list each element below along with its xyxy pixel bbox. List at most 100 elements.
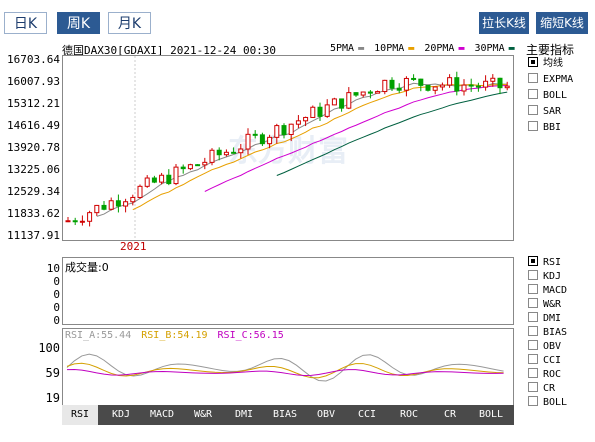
volume-label: 成交量:0: [65, 261, 109, 274]
candle-body: [317, 106, 323, 117]
volume-tick-0: 10: [46, 262, 60, 275]
sub-indicator-macd[interactable]: MACD: [528, 284, 567, 298]
candle-body: [108, 200, 114, 210]
tab-weekly-k[interactable]: 周K: [57, 12, 100, 34]
candle-body: [295, 120, 301, 125]
rsi-tick-59: 59: [45, 366, 60, 380]
candle-body: [231, 151, 237, 154]
stretch-k-button[interactable]: 拉长K线: [479, 12, 529, 34]
candle-body: [216, 149, 222, 156]
sub-indicator-roc[interactable]: ROC: [528, 368, 561, 382]
checkbox-obv[interactable]: [528, 340, 538, 350]
checkbox-cr[interactable]: [528, 382, 538, 392]
candle-body: [252, 133, 258, 136]
tab-monthly-k[interactable]: 月K: [108, 12, 151, 34]
candle-body: [72, 220, 78, 223]
checkbox-expma[interactable]: [528, 73, 538, 83]
bottom-tab-boll[interactable]: BOLL: [478, 409, 504, 420]
price-chart-svg: 东方财富: [65, 56, 510, 240]
tab-daily-k[interactable]: 日K: [4, 12, 47, 34]
checkbox-bbi[interactable]: [528, 121, 538, 131]
ma-line: [96, 82, 508, 217]
price-tick-7: 11833.62: [7, 207, 60, 220]
checkbox-bias[interactable]: [528, 326, 538, 336]
candle-body: [115, 200, 121, 207]
price-tick-5: 13225.06: [7, 163, 60, 176]
indicator-sar[interactable]: SAR: [528, 105, 561, 119]
sub-indicator-boll-label: BOLL: [543, 397, 568, 408]
checkbox-dmi[interactable]: [528, 312, 538, 322]
checkbox-macd[interactable]: [528, 284, 538, 294]
bottom-tab-dmi[interactable]: DMI: [234, 409, 254, 420]
rsi-a-label: RSI_A:55.44: [65, 330, 132, 341]
checkbox-sar[interactable]: [528, 105, 538, 115]
bottom-tab-wr[interactable]: W&R: [193, 409, 213, 420]
checkbox-boll[interactable]: [528, 89, 538, 99]
candle-body: [447, 77, 453, 86]
bottom-tab-rsi[interactable]: RSI: [62, 405, 98, 425]
sub-indicator-cci[interactable]: CCI: [528, 354, 561, 368]
bottom-tab-cr[interactable]: CR: [443, 409, 457, 420]
indicator-boll[interactable]: BOLL: [528, 89, 567, 103]
bottom-tab-obv[interactable]: OBV: [316, 409, 336, 420]
checkbox-roc[interactable]: [528, 368, 538, 378]
candle-body: [187, 164, 193, 170]
ma30-swatch: ▬: [508, 43, 515, 54]
candle-body: [79, 220, 85, 223]
bottom-tab-bias[interactable]: BIAS: [272, 409, 298, 420]
checkbox-kdj[interactable]: [528, 270, 538, 280]
checkbox-boll-sub[interactable]: [528, 396, 538, 406]
candle-body: [403, 77, 409, 91]
candle-body: [396, 87, 402, 91]
sub-indicator-boll[interactable]: BOLL: [528, 396, 567, 410]
volume-panel[interactable]: 成交量:0: [62, 257, 514, 325]
sub-indicator-dmi[interactable]: DMI: [528, 312, 561, 326]
sub-indicator-obv-label: OBV: [543, 341, 562, 352]
indicator-expma[interactable]: EXPMA: [528, 73, 573, 87]
bottom-tab-roc[interactable]: ROC: [399, 409, 419, 420]
checkbox-cci[interactable]: [528, 354, 538, 364]
candle-body: [346, 92, 352, 109]
candle-body: [123, 201, 129, 207]
candle-body: [238, 148, 244, 154]
sub-indicator-cci-label: CCI: [543, 355, 562, 366]
price-chart-panel[interactable]: 东方财富: [62, 55, 514, 241]
bottom-tab-macd[interactable]: MACD: [149, 409, 175, 420]
rsi-panel[interactable]: RSI_A:55.44 RSI_B:54.19 RSI_C:56.15: [62, 328, 514, 406]
candle-body: [418, 78, 424, 86]
rsi-c-label: RSI_C:56.15: [217, 330, 284, 341]
sub-indicator-kdj[interactable]: KDJ: [528, 270, 561, 284]
candle-body: [288, 123, 294, 136]
candle-body: [411, 77, 417, 80]
candle-body: [475, 85, 481, 88]
checkbox-wr[interactable]: [528, 298, 538, 308]
shorten-k-button[interactable]: 缩短K线: [536, 12, 588, 34]
sub-indicator-cr[interactable]: CR: [528, 382, 555, 396]
candle-body: [259, 134, 265, 145]
ma30-label: 30PMA: [474, 43, 505, 54]
candle-body: [483, 80, 489, 88]
candle-body: [94, 204, 100, 214]
ma-legend: 5PMA ▬ 10PMA ▬ 20PMA ▬ 30PMA ▬: [326, 43, 515, 54]
bottom-tab-kdj[interactable]: KDJ: [111, 409, 131, 420]
checkbox-rsi[interactable]: [528, 256, 538, 266]
indicator-ma[interactable]: 均线: [528, 57, 563, 71]
checkbox-ma[interactable]: [528, 57, 538, 67]
sub-indicator-obv[interactable]: OBV: [528, 340, 561, 354]
rsi-tick-100: 100: [38, 341, 60, 355]
sub-indicator-bias[interactable]: BIAS: [528, 326, 567, 340]
candle-body: [159, 174, 165, 183]
bottom-tab-cci[interactable]: CCI: [357, 409, 377, 420]
candle-body: [195, 164, 201, 167]
indicator-expma-label: EXPMA: [543, 74, 574, 85]
sub-indicator-dmi-label: DMI: [543, 313, 562, 324]
sub-indicator-rsi[interactable]: RSI: [528, 256, 561, 270]
indicator-boll-label: BOLL: [543, 90, 568, 101]
candle-body: [137, 185, 143, 198]
indicator-sar-label: SAR: [543, 106, 562, 117]
indicator-bbi[interactable]: BBI: [528, 121, 561, 135]
candle-body: [310, 106, 316, 118]
volume-tick-2: 0: [53, 288, 60, 301]
sub-indicator-wr[interactable]: W&R: [528, 298, 561, 312]
candle-body: [173, 166, 179, 185]
